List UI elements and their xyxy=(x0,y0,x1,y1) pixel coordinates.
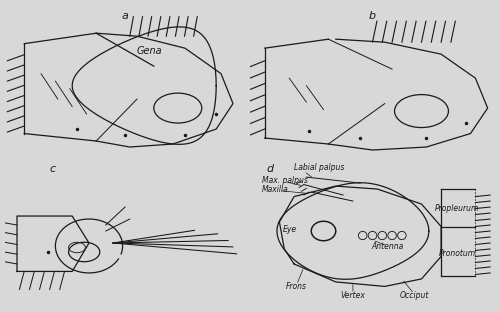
Text: Maxilla: Maxilla xyxy=(262,185,289,194)
Text: Propleurum: Propleurum xyxy=(435,204,479,213)
Text: Max. palpus: Max. palpus xyxy=(262,176,308,185)
Text: Occiput: Occiput xyxy=(400,291,429,300)
Text: a: a xyxy=(122,11,128,21)
Text: Antenna: Antenna xyxy=(371,242,404,251)
Text: c: c xyxy=(50,163,56,173)
Text: Labial palpus: Labial palpus xyxy=(294,163,344,172)
Text: Gena: Gena xyxy=(136,46,162,56)
Text: d: d xyxy=(266,163,273,173)
Text: Eye: Eye xyxy=(282,225,296,234)
Text: Vertex: Vertex xyxy=(340,291,365,300)
Text: b: b xyxy=(369,11,376,21)
Text: Pronotum: Pronotum xyxy=(438,249,476,258)
Text: Frons: Frons xyxy=(286,282,307,291)
